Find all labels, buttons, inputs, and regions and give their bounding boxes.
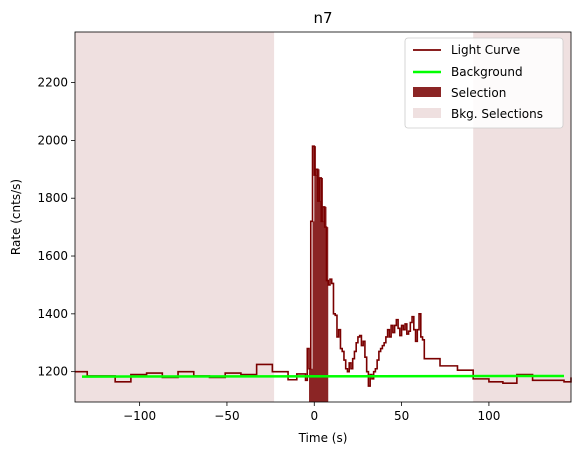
y-tick-label: 1200 (37, 365, 68, 379)
chart-title: n7 (313, 9, 332, 27)
y-axis-ticks: 1200 1400 1600 1800 2000 2200 (37, 76, 75, 379)
x-axis-ticks: −100 −50 0 50 100 (123, 402, 500, 423)
y-tick-label: 2000 (37, 133, 68, 147)
y-axis-label: Rate (cnts/s) (9, 179, 23, 255)
light-curve-series (75, 145, 572, 387)
legend-swatch-bkg-selections (413, 108, 441, 118)
axes-frame (74, 31, 572, 403)
legend-label-background: Background (451, 65, 523, 79)
legend-label-selection: Selection (451, 86, 506, 100)
legend-box (404, 37, 564, 129)
y-tick-label: 2200 (37, 76, 68, 90)
x-tick-label: 0 (310, 409, 318, 423)
legend-label-bkg-selections: Bkg. Selections (451, 107, 543, 121)
x-axis-label: Time (s) (298, 431, 348, 445)
background-line (81, 374, 565, 378)
light-curve-line (75, 145, 572, 387)
bkg-selection-band (75, 32, 275, 402)
legend-swatch-selection (413, 87, 441, 97)
selection-fill (309, 146, 329, 402)
y-tick-label: 1600 (37, 249, 68, 263)
y-tick-label: 1800 (37, 191, 68, 205)
x-tick-label: 50 (394, 409, 409, 423)
x-tick-label: −100 (123, 409, 156, 423)
x-tick-label: −50 (214, 409, 239, 423)
x-tick-label: 100 (477, 409, 500, 423)
y-tick-label: 1400 (37, 307, 68, 321)
selection-area (309, 146, 329, 402)
legend: Light Curve Background Selection Bkg. Se… (404, 37, 564, 129)
background-series (81, 374, 565, 378)
legend-label-light-curve: Light Curve (451, 43, 520, 57)
